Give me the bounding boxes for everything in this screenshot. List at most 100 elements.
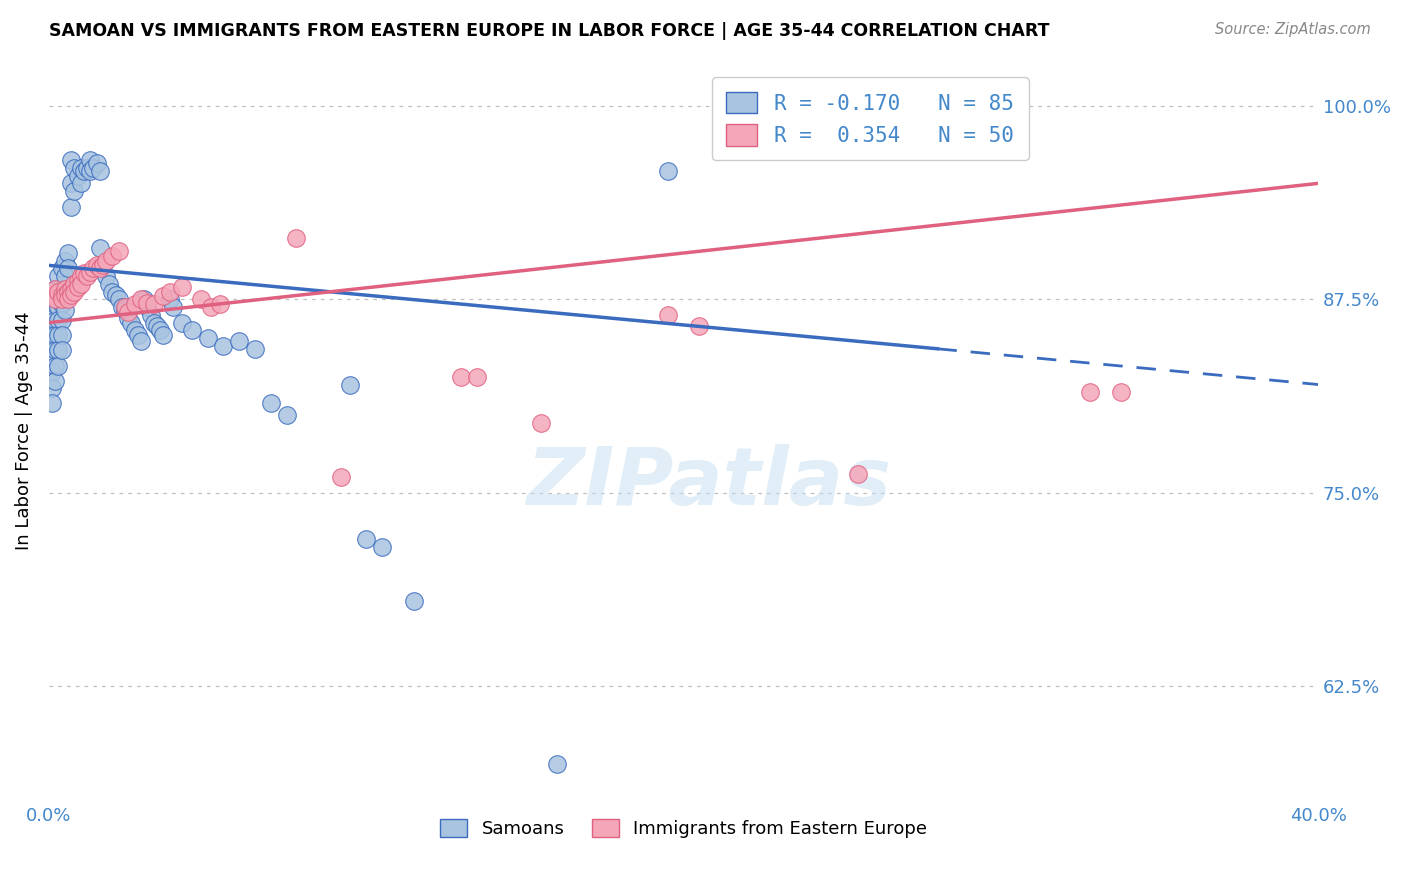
Point <box>51 297 73 311</box>
Point <box>86 156 108 170</box>
Point <box>51 287 73 301</box>
Point <box>142 316 165 330</box>
Point <box>124 323 146 337</box>
Point <box>48 269 70 284</box>
Point <box>260 396 283 410</box>
Point <box>66 169 89 183</box>
Point <box>89 241 111 255</box>
Point <box>117 305 139 319</box>
Y-axis label: In Labor Force | Age 35-44: In Labor Force | Age 35-44 <box>15 311 32 550</box>
Point <box>79 264 101 278</box>
Point <box>44 343 66 358</box>
Point <box>657 308 679 322</box>
Point <box>60 287 83 301</box>
Point <box>146 318 169 333</box>
Point <box>129 334 152 349</box>
Point <box>89 261 111 276</box>
Point <box>56 293 79 307</box>
Point <box>402 594 425 608</box>
Point <box>73 164 96 178</box>
Point <box>69 277 91 291</box>
Point <box>41 318 63 333</box>
Point <box>41 350 63 364</box>
Point <box>136 295 159 310</box>
Point <box>44 375 66 389</box>
Point <box>41 365 63 379</box>
Point <box>159 293 181 307</box>
Point <box>41 396 63 410</box>
Point <box>53 282 76 296</box>
Point <box>129 293 152 307</box>
Point <box>197 331 219 345</box>
Point <box>114 303 136 318</box>
Point <box>142 297 165 311</box>
Point <box>82 161 104 175</box>
Point <box>69 161 91 175</box>
Point <box>48 285 70 299</box>
Point <box>53 253 76 268</box>
Point <box>465 369 488 384</box>
Point <box>1078 385 1101 400</box>
Point <box>245 342 267 356</box>
Point <box>82 261 104 276</box>
Point <box>44 282 66 296</box>
Text: SAMOAN VS IMMIGRANTS FROM EASTERN EUROPE IN LABOR FORCE | AGE 35-44 CORRELATION : SAMOAN VS IMMIGRANTS FROM EASTERN EUROPE… <box>49 22 1050 40</box>
Point <box>98 277 121 291</box>
Point <box>172 280 194 294</box>
Point <box>276 409 298 423</box>
Legend: Samoans, Immigrants from Eastern Europe: Samoans, Immigrants from Eastern Europe <box>433 812 934 846</box>
Point <box>79 164 101 178</box>
Point <box>48 312 70 326</box>
Point <box>846 467 869 482</box>
Point <box>41 303 63 318</box>
Point <box>76 269 98 284</box>
Point <box>51 343 73 358</box>
Point <box>212 339 235 353</box>
Point <box>41 293 63 307</box>
Point <box>190 293 212 307</box>
Point <box>53 287 76 301</box>
Point <box>44 312 66 326</box>
Point <box>48 285 70 299</box>
Point <box>56 261 79 276</box>
Point <box>172 316 194 330</box>
Point <box>60 177 83 191</box>
Point <box>91 259 114 273</box>
Point <box>101 249 124 263</box>
Point <box>124 297 146 311</box>
Point <box>48 359 70 373</box>
Point <box>152 289 174 303</box>
Point <box>51 328 73 343</box>
Point <box>117 310 139 325</box>
Point <box>44 282 66 296</box>
Point <box>63 277 86 291</box>
Point <box>209 297 232 311</box>
Point <box>41 381 63 395</box>
Point <box>152 328 174 343</box>
Point <box>66 274 89 288</box>
Point <box>48 300 70 314</box>
Point <box>688 318 710 333</box>
Point <box>53 269 76 284</box>
Point <box>139 308 162 322</box>
Point <box>86 259 108 273</box>
Point <box>149 323 172 337</box>
Point <box>159 285 181 299</box>
Point <box>44 297 66 311</box>
Point <box>127 328 149 343</box>
Point <box>104 287 127 301</box>
Point <box>76 161 98 175</box>
Point <box>371 540 394 554</box>
Point <box>657 164 679 178</box>
Point <box>51 312 73 326</box>
Point <box>60 200 83 214</box>
Point <box>228 334 250 349</box>
Point <box>356 533 378 547</box>
Point <box>56 285 79 299</box>
Point <box>53 287 76 301</box>
Point <box>450 369 472 384</box>
Point <box>60 282 83 296</box>
Point <box>56 246 79 260</box>
Point <box>48 328 70 343</box>
Point <box>329 470 352 484</box>
